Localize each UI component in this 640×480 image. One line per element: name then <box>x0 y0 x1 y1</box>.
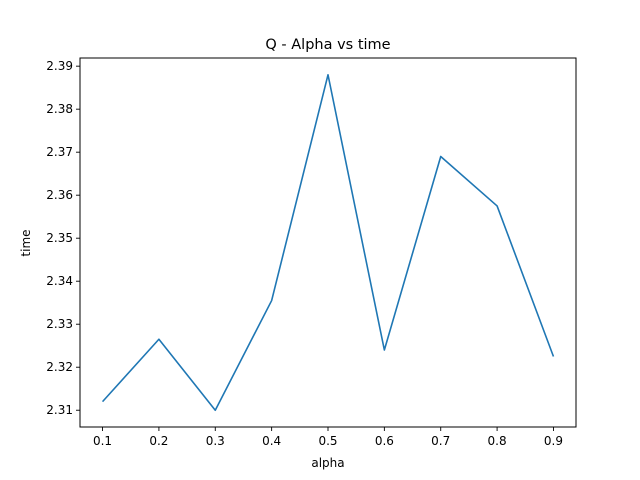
x-axis-label: alpha <box>311 456 344 470</box>
plot-frame <box>79 57 577 428</box>
x-tick-label: 0.4 <box>262 434 281 448</box>
y-tick-label: 2.32 <box>46 360 73 374</box>
y-tick-label: 2.37 <box>46 145 73 159</box>
y-tick-label: 2.39 <box>46 59 73 73</box>
x-axis-ticks: 0.1 0.2 0.3 0.4 0.5 0.6 0.7 0.8 0.9 <box>93 427 563 448</box>
x-tick-label: 0.7 <box>431 434 450 448</box>
series-line-1 <box>101 73 555 412</box>
y-axis-label: time <box>19 229 33 256</box>
x-tick-label: 0.6 <box>375 434 394 448</box>
x-tick-label: 0.5 <box>318 434 337 448</box>
x-tick-label: 0.2 <box>149 434 168 448</box>
y-tick-label: 2.36 <box>46 188 73 202</box>
y-tick-label: 2.31 <box>46 403 73 417</box>
x-tick-label: 0.9 <box>544 434 563 448</box>
chart-title: Q - Alpha vs time <box>265 37 390 53</box>
x-tick-label: 0.8 <box>488 434 507 448</box>
x-tick-label: 0.3 <box>206 434 225 448</box>
y-tick-label: 2.38 <box>46 102 73 116</box>
y-tick-label: 2.33 <box>46 317 73 331</box>
plot-area <box>79 57 577 428</box>
y-axis-ticks: 2.31 2.32 2.33 2.34 2.35 2.36 2.37 2.38 2.39 <box>46 59 80 417</box>
series-layer <box>101 73 555 412</box>
y-tick-label: 2.35 <box>46 231 73 245</box>
y-tick-label: 2.34 <box>46 274 73 288</box>
x-tick-label: 0.1 <box>93 434 112 448</box>
